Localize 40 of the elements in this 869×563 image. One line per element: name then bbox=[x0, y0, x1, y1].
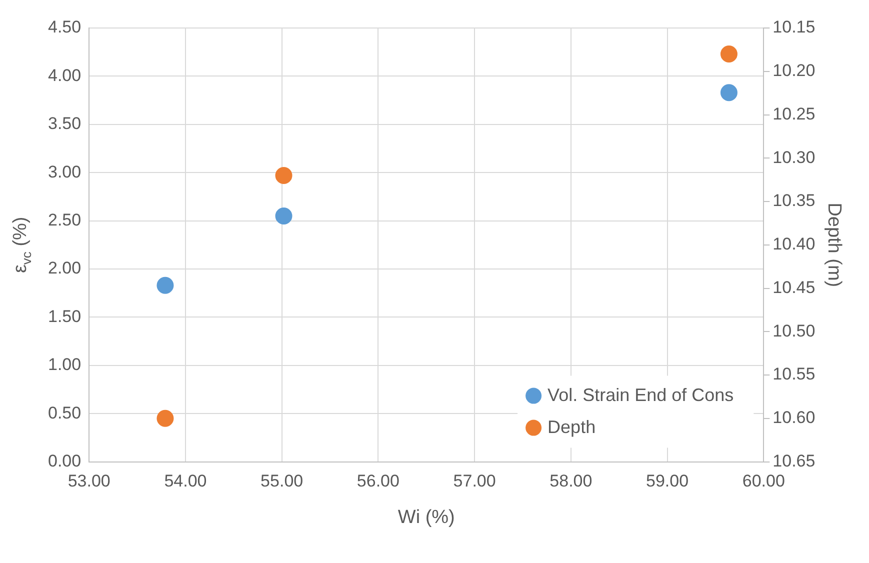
y-tick-label: 3.50 bbox=[48, 114, 82, 134]
y-tick-label: 4.50 bbox=[48, 18, 82, 37]
y-tick-label: 3.00 bbox=[48, 162, 82, 182]
point bbox=[720, 84, 738, 102]
y2-tick-label: 10.55 bbox=[772, 364, 816, 384]
y2-tick-label: 10.40 bbox=[772, 234, 816, 254]
y-tick-label: 0.00 bbox=[48, 451, 82, 470]
x-tick-label: 59.00 bbox=[646, 472, 689, 491]
y2-tick-label: 10.20 bbox=[772, 61, 816, 80]
point bbox=[275, 207, 292, 224]
x-tick-label: 56.00 bbox=[356, 472, 400, 491]
y2-axis-title: Depth (m) bbox=[823, 202, 844, 288]
legend-label: Depth bbox=[548, 416, 596, 437]
legend-label: Vol. Strain End of Cons bbox=[548, 384, 734, 405]
x-axis-title: Wi (%) bbox=[398, 506, 455, 528]
y-axis-title: εvc (%) bbox=[10, 216, 34, 274]
x-tick-label: 55.00 bbox=[260, 472, 304, 491]
y2-tick-label: 10.35 bbox=[772, 191, 816, 210]
x-tick-label: 58.00 bbox=[550, 472, 592, 491]
x-tick-label: 54.00 bbox=[164, 472, 207, 491]
y-tick-label: 1.50 bbox=[48, 306, 82, 326]
y2-tick-label: 10.65 bbox=[772, 451, 816, 470]
x-tick-label: 53.00 bbox=[68, 472, 110, 491]
y-tick-label: 4.00 bbox=[48, 66, 82, 85]
point bbox=[720, 46, 738, 63]
y-tick-label: 2.00 bbox=[48, 258, 82, 278]
y-tick-label: 0.50 bbox=[48, 403, 82, 422]
y-tick-label: 2.50 bbox=[48, 210, 82, 230]
x-tick-label: 60.00 bbox=[742, 472, 785, 491]
point bbox=[156, 410, 174, 427]
y2-tick-label: 10.60 bbox=[772, 408, 816, 428]
y2-tick-label: 10.25 bbox=[772, 104, 816, 124]
y2-tick-label: 10.30 bbox=[772, 148, 816, 167]
point bbox=[156, 276, 174, 294]
y2-tick-label: 10.50 bbox=[772, 321, 816, 340]
y2-tick-label: 10.15 bbox=[772, 18, 816, 37]
point bbox=[275, 166, 292, 184]
y-tick-label: 1.00 bbox=[48, 355, 82, 374]
y2-tick-label: 10.45 bbox=[772, 278, 816, 297]
x-tick-label: 57.00 bbox=[453, 472, 496, 491]
